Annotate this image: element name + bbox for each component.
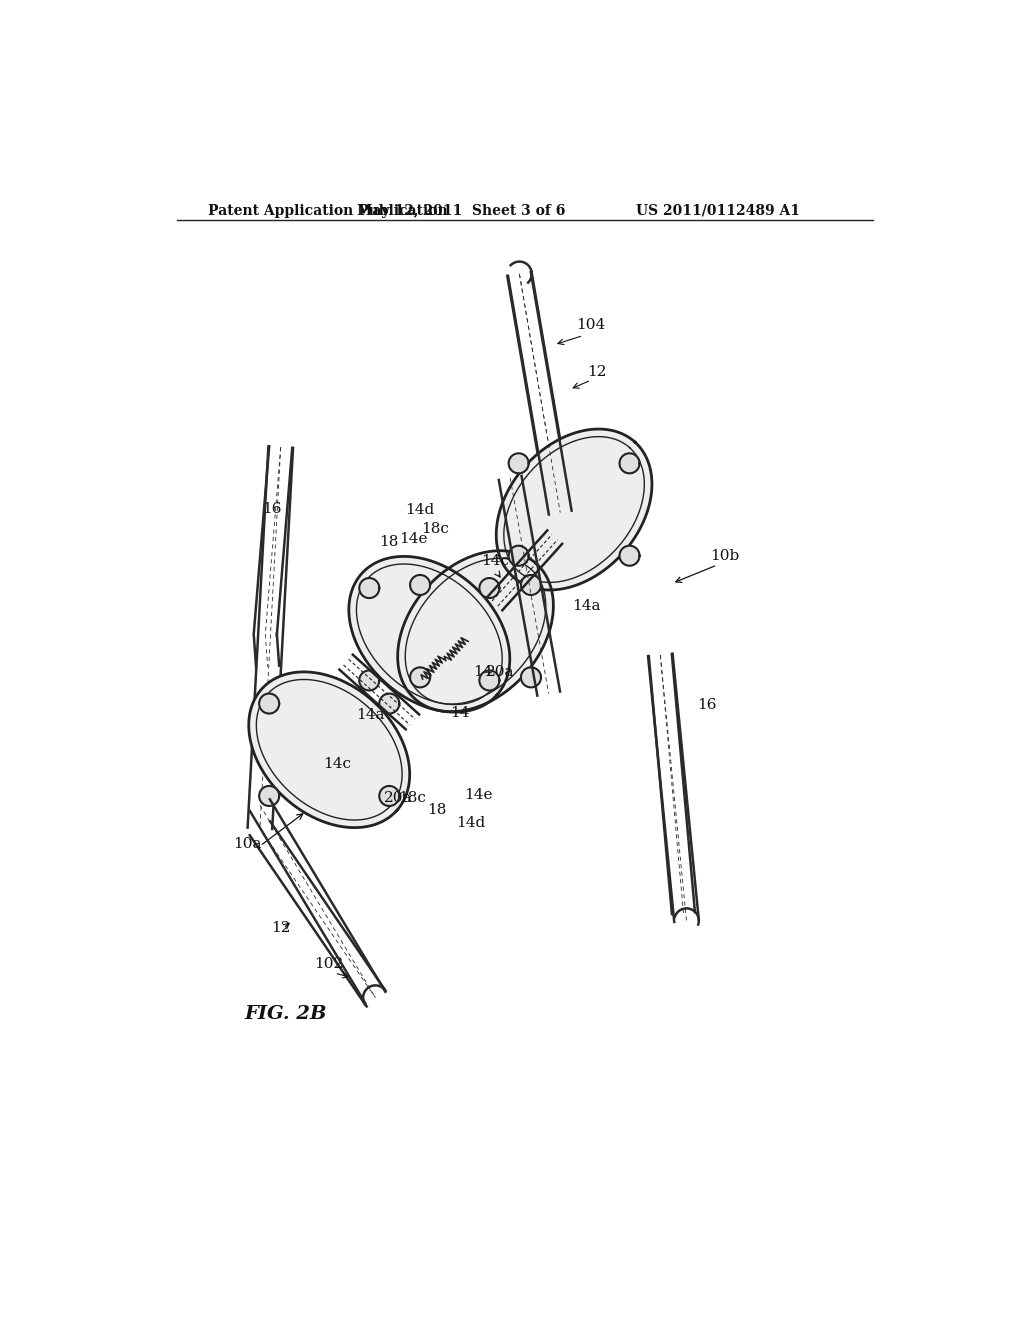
Text: 10b: 10b xyxy=(711,549,739,564)
Text: 14: 14 xyxy=(451,706,470,719)
Polygon shape xyxy=(259,785,280,807)
Polygon shape xyxy=(379,693,399,714)
Polygon shape xyxy=(359,671,379,690)
Polygon shape xyxy=(410,576,430,595)
Polygon shape xyxy=(620,453,640,474)
Text: 104: 104 xyxy=(577,318,605,333)
Text: FIG. 2B: FIG. 2B xyxy=(245,1006,327,1023)
Polygon shape xyxy=(249,672,410,828)
Text: 18: 18 xyxy=(427,804,446,817)
Polygon shape xyxy=(379,785,399,807)
Text: 16: 16 xyxy=(696,698,716,711)
Polygon shape xyxy=(497,429,652,590)
Polygon shape xyxy=(479,671,500,690)
Text: 14e: 14e xyxy=(464,788,493,803)
Text: 18: 18 xyxy=(379,536,398,549)
Text: 18c: 18c xyxy=(397,791,426,805)
Text: 14e: 14e xyxy=(399,532,427,546)
Text: May 12, 2011  Sheet 3 of 6: May 12, 2011 Sheet 3 of 6 xyxy=(357,203,566,218)
Polygon shape xyxy=(620,545,640,566)
Text: 10a: 10a xyxy=(233,837,262,850)
Text: 14a: 14a xyxy=(356,708,385,722)
Text: 20a: 20a xyxy=(486,665,514,678)
Text: 16: 16 xyxy=(262,502,282,516)
Text: 12: 12 xyxy=(587,364,606,379)
Polygon shape xyxy=(479,578,500,598)
Polygon shape xyxy=(509,453,528,474)
Text: 14d: 14d xyxy=(404,503,434,517)
Polygon shape xyxy=(397,550,553,711)
Polygon shape xyxy=(509,545,528,566)
Polygon shape xyxy=(521,576,541,595)
Text: 20a: 20a xyxy=(384,791,413,805)
Polygon shape xyxy=(521,668,541,688)
Text: 14c: 14c xyxy=(481,554,509,568)
Polygon shape xyxy=(259,693,280,714)
Text: 12: 12 xyxy=(271,921,291,936)
Text: Patent Application Publication: Patent Application Publication xyxy=(208,203,447,218)
Polygon shape xyxy=(359,578,379,598)
Text: 14: 14 xyxy=(473,665,493,678)
Text: 18c: 18c xyxy=(421,521,449,536)
Text: US 2011/0112489 A1: US 2011/0112489 A1 xyxy=(637,203,801,218)
Text: 14c: 14c xyxy=(323,758,351,771)
Text: 102: 102 xyxy=(314,957,344,972)
Polygon shape xyxy=(349,557,510,711)
Text: 14a: 14a xyxy=(572,599,601,612)
Polygon shape xyxy=(410,668,430,688)
Text: 14d: 14d xyxy=(457,816,485,830)
